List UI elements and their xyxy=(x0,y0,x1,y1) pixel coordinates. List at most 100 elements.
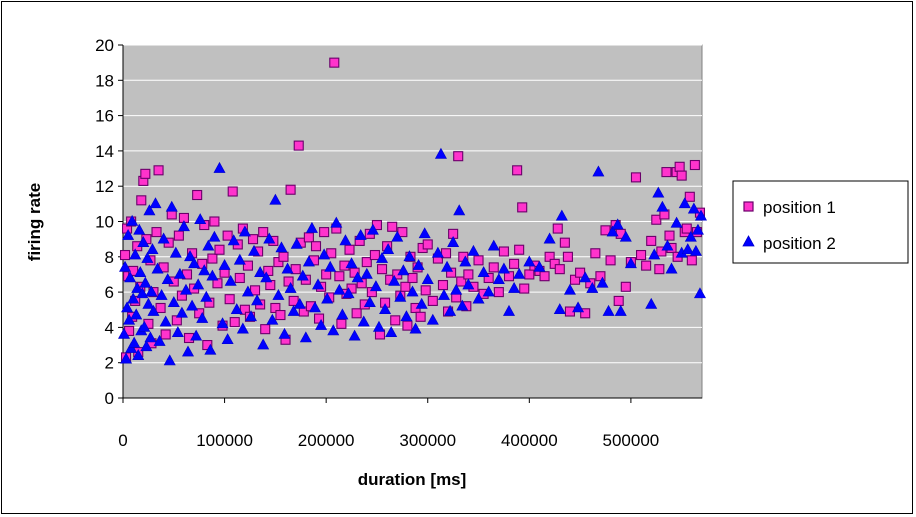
point-position-2 xyxy=(450,283,463,295)
point-position-1 xyxy=(562,251,573,262)
point-position-2 xyxy=(339,234,352,246)
point-position-1 xyxy=(273,257,284,268)
point-position-2 xyxy=(167,296,180,307)
point-position-2 xyxy=(572,301,585,313)
point-position-1 xyxy=(270,302,281,314)
point-position-1 xyxy=(684,191,695,202)
point-position-2 xyxy=(333,283,346,295)
point-position-2 xyxy=(354,228,367,240)
point-position-1 xyxy=(387,221,398,232)
point-position-2 xyxy=(453,204,466,216)
point-position-2 xyxy=(400,310,413,322)
point-position-2 xyxy=(177,220,190,232)
point-position-2 xyxy=(171,326,184,337)
point-position-2 xyxy=(391,230,404,242)
point-position-2 xyxy=(376,251,389,263)
point-position-2 xyxy=(140,340,153,352)
point-position-1 xyxy=(422,239,433,250)
point-position-1 xyxy=(402,320,413,331)
point-position-2 xyxy=(345,257,358,269)
point-position-2 xyxy=(188,257,201,269)
point-position-1 xyxy=(681,223,692,234)
point-position-2 xyxy=(684,230,697,242)
point-position-1 xyxy=(334,271,345,282)
point-position-2 xyxy=(143,204,156,216)
point-position-1 xyxy=(437,279,449,291)
point-position-2 xyxy=(418,227,431,239)
point-position-2 xyxy=(477,266,490,277)
point-position-2 xyxy=(145,285,158,297)
legend-marker-position-2 xyxy=(742,235,755,247)
y-tick-label: 18 xyxy=(95,71,114,90)
point-position-1 xyxy=(329,57,340,68)
point-position-2 xyxy=(691,223,704,235)
point-position-2 xyxy=(153,334,166,346)
point-position-2 xyxy=(369,280,382,292)
point-position-2 xyxy=(652,186,665,198)
point-position-1 xyxy=(524,269,535,280)
point-position-1 xyxy=(539,271,550,282)
point-position-2 xyxy=(144,331,157,343)
point-position-2 xyxy=(648,248,661,260)
legend-box xyxy=(732,180,909,264)
y-tick-label: 2 xyxy=(105,354,114,373)
point-position-2 xyxy=(592,165,605,177)
point-position-2 xyxy=(163,354,176,366)
point-position-2 xyxy=(302,255,315,267)
point-position-2 xyxy=(665,262,678,274)
point-position-2 xyxy=(611,218,624,230)
point-position-1 xyxy=(580,308,591,319)
point-position-2 xyxy=(146,243,159,255)
point-position-2 xyxy=(348,329,361,341)
point-position-2 xyxy=(224,274,237,286)
point-position-2 xyxy=(403,250,416,262)
point-position-2 xyxy=(248,244,261,256)
point-position-2 xyxy=(141,251,154,263)
point-position-2 xyxy=(284,281,297,293)
point-position-2 xyxy=(586,281,599,293)
point-position-2 xyxy=(266,313,279,325)
point-position-1 xyxy=(630,172,642,183)
x-tick-label: 400000 xyxy=(501,431,558,450)
point-position-1 xyxy=(278,251,289,262)
point-position-2 xyxy=(275,241,288,253)
point-position-1 xyxy=(427,295,438,306)
point-position-2 xyxy=(447,236,460,247)
point-position-2 xyxy=(196,311,209,323)
point-position-1 xyxy=(260,324,271,335)
point-position-2 xyxy=(372,320,385,332)
point-position-2 xyxy=(363,296,376,307)
point-position-1 xyxy=(227,186,238,197)
point-position-1 xyxy=(498,246,509,257)
point-position-1 xyxy=(674,161,685,172)
point-position-1 xyxy=(173,230,184,241)
point-position-2 xyxy=(645,297,658,309)
point-position-1 xyxy=(361,257,372,268)
point-position-2 xyxy=(312,278,325,290)
point-position-2 xyxy=(596,276,609,288)
point-position-1 xyxy=(192,189,203,201)
point-position-2 xyxy=(169,246,182,258)
y-tick-label: 20 xyxy=(95,36,114,55)
point-position-1 xyxy=(605,255,616,266)
point-position-2 xyxy=(287,304,300,316)
point-position-2 xyxy=(385,326,398,337)
point-position-2 xyxy=(624,257,637,269)
x-tick-label: 300000 xyxy=(399,431,456,450)
point-position-2 xyxy=(293,297,306,309)
point-position-2 xyxy=(563,283,576,295)
point-position-1 xyxy=(258,227,269,238)
point-position-2 xyxy=(251,294,264,306)
point-position-1 xyxy=(569,274,581,285)
point-position-1 xyxy=(390,315,401,326)
point-position-1 xyxy=(207,253,218,264)
point-position-2 xyxy=(321,292,334,304)
point-position-1 xyxy=(554,264,565,275)
point-position-1 xyxy=(686,255,697,266)
point-position-2 xyxy=(173,267,186,279)
point-position-2 xyxy=(190,329,203,341)
point-position-2 xyxy=(661,239,674,251)
point-position-1 xyxy=(512,165,523,176)
point-position-1 xyxy=(275,309,286,321)
point-position-2 xyxy=(472,292,485,304)
